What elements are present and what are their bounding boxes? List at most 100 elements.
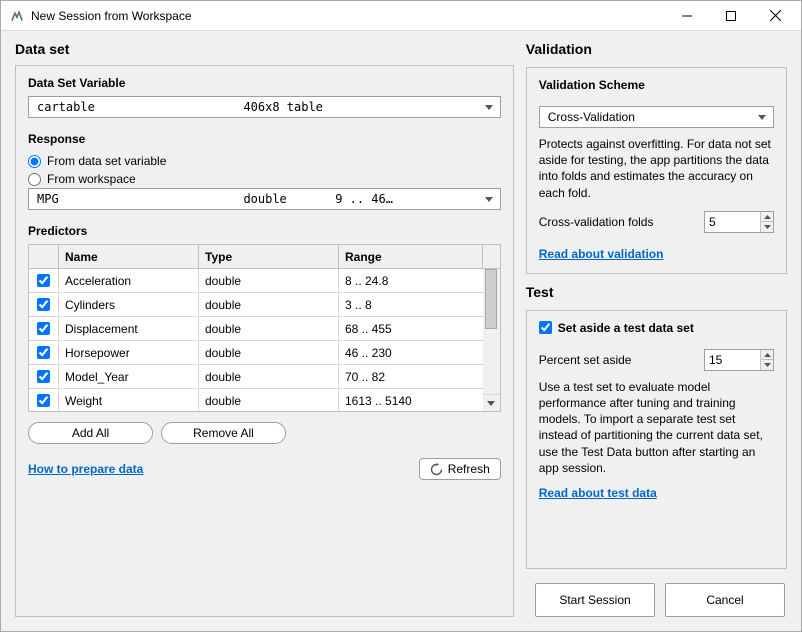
row-check-cell[interactable] xyxy=(29,317,59,340)
predictors-table: Name Type Range Accelerationdouble8 .. 2… xyxy=(28,244,501,412)
response-from-workspace-radio[interactable]: From workspace xyxy=(28,172,501,186)
validation-description: Protects against overfitting. For data n… xyxy=(539,136,774,201)
table-rows: Accelerationdouble8 .. 24.8Cylindersdoub… xyxy=(29,269,483,411)
table-header: Name Type Range xyxy=(29,245,500,269)
dialog-window: New Session from Workspace Data set Data… xyxy=(0,0,802,632)
folds-up-button[interactable] xyxy=(761,212,773,223)
row-type: double xyxy=(199,365,339,388)
response-from-workspace-label: From workspace xyxy=(47,172,136,186)
table-row[interactable]: Displacementdouble68 .. 455 xyxy=(29,317,483,341)
row-name: Cylinders xyxy=(59,293,199,316)
how-to-prepare-data-link[interactable]: How to prepare data xyxy=(28,462,143,476)
chevron-down-icon xyxy=(755,115,769,120)
row-type: double xyxy=(199,269,339,292)
remove-all-button[interactable]: Remove All xyxy=(161,422,286,444)
folds-spinner[interactable] xyxy=(704,211,774,233)
response-from-variable-radio[interactable]: From data set variable xyxy=(28,154,501,168)
response-type: double xyxy=(243,192,335,206)
row-type: double xyxy=(199,389,339,411)
row-name: Weight xyxy=(59,389,199,411)
read-about-test-data-link[interactable]: Read about test data xyxy=(539,486,774,500)
test-description: Use a test set to evaluate model perform… xyxy=(539,379,774,476)
close-button[interactable] xyxy=(753,1,797,31)
row-checkbox[interactable] xyxy=(37,298,50,311)
refresh-icon xyxy=(430,463,443,476)
response-from-variable-input[interactable] xyxy=(28,155,41,168)
row-check-cell[interactable] xyxy=(29,389,59,411)
percent-input[interactable] xyxy=(705,350,760,370)
folds-input[interactable] xyxy=(705,212,760,232)
percent-set-aside-label: Percent set aside xyxy=(539,353,696,367)
row-check-cell[interactable] xyxy=(29,269,59,292)
col-range: Range xyxy=(339,245,483,268)
col-scroll xyxy=(483,245,500,268)
add-all-button[interactable]: Add All xyxy=(28,422,153,444)
maximize-button[interactable] xyxy=(709,1,753,31)
table-row[interactable]: Weightdouble1613 .. 5140 xyxy=(29,389,483,411)
test-heading: Test xyxy=(526,284,787,300)
minimize-button[interactable] xyxy=(665,1,709,31)
response-name: MPG xyxy=(37,192,243,206)
folds-down-button[interactable] xyxy=(761,222,773,232)
scroll-down-icon[interactable] xyxy=(483,394,500,411)
col-name: Name xyxy=(59,245,199,268)
set-aside-checkbox-row[interactable]: Set aside a test data set xyxy=(539,321,774,335)
cancel-button[interactable]: Cancel xyxy=(665,583,785,617)
percent-down-button[interactable] xyxy=(761,360,773,370)
table-row[interactable]: Cylindersdouble3 .. 8 xyxy=(29,293,483,317)
row-name: Model_Year xyxy=(59,365,199,388)
row-range: 8 .. 24.8 xyxy=(339,269,483,292)
table-row[interactable]: Accelerationdouble8 .. 24.8 xyxy=(29,269,483,293)
validation-scheme-label: Validation Scheme xyxy=(539,78,774,92)
row-range: 68 .. 455 xyxy=(339,317,483,340)
row-name: Displacement xyxy=(59,317,199,340)
start-session-button[interactable]: Start Session xyxy=(535,583,655,617)
row-checkbox[interactable] xyxy=(37,394,50,407)
response-variable-dropdown[interactable]: MPG double 9 .. 46… xyxy=(28,188,501,210)
row-range: 46 .. 230 xyxy=(339,341,483,364)
row-range: 3 .. 8 xyxy=(339,293,483,316)
row-check-cell[interactable] xyxy=(29,293,59,316)
row-name: Acceleration xyxy=(59,269,199,292)
table-row[interactable]: Model_Yeardouble70 .. 82 xyxy=(29,365,483,389)
titlebar: New Session from Workspace xyxy=(1,1,801,31)
row-check-cell[interactable] xyxy=(29,341,59,364)
row-checkbox[interactable] xyxy=(37,346,50,359)
predictors-label: Predictors xyxy=(28,224,501,238)
response-from-variable-label: From data set variable xyxy=(47,154,166,168)
dataset-panel: Data Set Variable cartable 406x8 table R… xyxy=(15,65,514,617)
scrollbar[interactable] xyxy=(483,269,500,411)
data-set-variable-label: Data Set Variable xyxy=(28,76,501,90)
table-row[interactable]: Horsepowerdouble46 .. 230 xyxy=(29,341,483,365)
response-from-workspace-input[interactable] xyxy=(28,173,41,186)
row-checkbox[interactable] xyxy=(37,322,50,335)
col-check xyxy=(29,245,59,268)
row-checkbox[interactable] xyxy=(37,274,50,287)
row-type: double xyxy=(199,341,339,364)
app-icon xyxy=(9,8,25,24)
scroll-thumb[interactable] xyxy=(485,269,497,329)
test-panel: Set aside a test data set Percent set as… xyxy=(526,310,787,569)
percent-up-button[interactable] xyxy=(761,350,773,361)
row-name: Horsepower xyxy=(59,341,199,364)
validation-scheme-dropdown[interactable]: Cross-Validation xyxy=(539,106,774,128)
data-set-variable-info: 406x8 table xyxy=(243,100,481,114)
refresh-button[interactable]: Refresh xyxy=(419,458,501,480)
folds-label: Cross-validation folds xyxy=(539,215,696,229)
content-area: Data set Data Set Variable cartable 406x… xyxy=(1,31,801,631)
set-aside-label: Set aside a test data set xyxy=(558,321,694,335)
response-range: 9 .. 46… xyxy=(335,192,482,206)
row-check-cell[interactable] xyxy=(29,365,59,388)
data-set-variable-name: cartable xyxy=(37,100,243,114)
validation-scheme-value: Cross-Validation xyxy=(548,110,755,124)
percent-spinner[interactable] xyxy=(704,349,774,371)
validation-panel: Validation Scheme Cross-Validation Prote… xyxy=(526,67,787,274)
read-about-validation-link[interactable]: Read about validation xyxy=(539,247,774,261)
row-checkbox[interactable] xyxy=(37,370,50,383)
row-range: 1613 .. 5140 xyxy=(339,389,483,411)
chevron-down-icon xyxy=(482,105,496,110)
response-label: Response xyxy=(28,132,501,146)
row-type: double xyxy=(199,293,339,316)
data-set-variable-dropdown[interactable]: cartable 406x8 table xyxy=(28,96,501,118)
set-aside-checkbox[interactable] xyxy=(539,321,552,334)
